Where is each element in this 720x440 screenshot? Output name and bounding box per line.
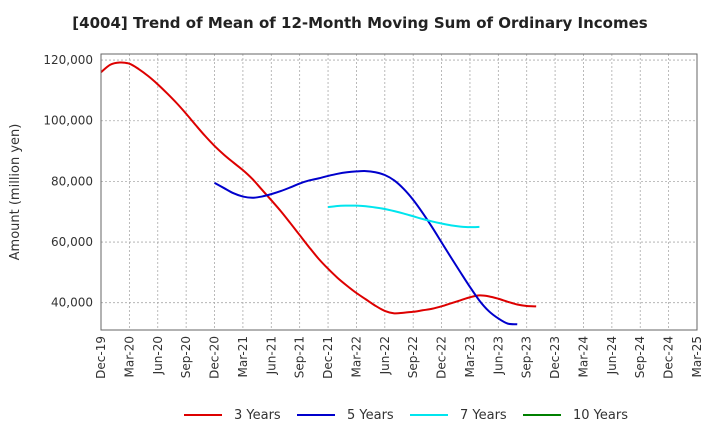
- x-tick-label: Sep-22: [406, 336, 420, 378]
- x-tick-label: Mar-25: [690, 336, 704, 377]
- x-tick-label: Jun-20: [151, 336, 165, 375]
- plot-background: [101, 54, 697, 330]
- series-line-5-years: [214, 170, 518, 326]
- legend-swatch-3-years: [184, 414, 222, 416]
- x-tick-label: Mar-22: [349, 336, 363, 377]
- x-tick-label: Dec-22: [435, 336, 449, 379]
- y-tick-labels: 40,000 60,000 80,000 100,000 120,000: [43, 53, 93, 310]
- y-tick-label: 60,000: [51, 235, 93, 249]
- x-tick-label: Dec-24: [662, 336, 676, 379]
- legend-item-3-years: 3 Years: [184, 404, 281, 426]
- x-tick-label: Dec-19: [94, 336, 108, 379]
- x-tick-label: Dec-21: [321, 336, 335, 379]
- series-line-7-years: [327, 204, 480, 229]
- legend-swatch-7-years: [410, 414, 448, 416]
- x-tick-label: Sep-21: [293, 336, 307, 378]
- legend-item-10-years: 10 Years: [523, 404, 628, 426]
- x-tick-labels: Dec-19 Mar-20 Jun-20 Sep-20 Dec-20 Mar-21 Jun-…: [94, 336, 704, 379]
- legend-label-7-years: 7 Years: [460, 407, 507, 423]
- y-tick-label: 120,000: [43, 53, 93, 67]
- x-tick-label: Sep-24: [633, 336, 647, 378]
- x-tick-label: Mar-20: [122, 336, 136, 377]
- x-tick-label: Sep-23: [520, 336, 534, 378]
- legend-item-5-years: 5 Years: [297, 404, 394, 426]
- legend-item-7-years: 7 Years: [410, 404, 507, 426]
- y-tick-label: 100,000: [43, 114, 93, 128]
- legend-label-5-years: 5 Years: [347, 407, 394, 423]
- x-tick-label: Jun-23: [491, 336, 505, 375]
- series-layer: [100, 61, 537, 326]
- chart-title: [4004] Trend of Mean of 12-Month Moving …: [72, 14, 648, 32]
- y-axis-label: Amount (million yen): [8, 124, 23, 261]
- plot-frame: [100, 53, 698, 331]
- legend: 3 Years 5 Years 7 Years 10 Years: [0, 404, 720, 428]
- x-tick-label: Dec-23: [548, 336, 562, 379]
- legend-label-3-years: 3 Years: [234, 407, 281, 423]
- x-tick-label: Sep-20: [179, 336, 193, 378]
- x-tick-label: Mar-24: [576, 336, 590, 377]
- x-tick-label: Dec-20: [208, 336, 222, 379]
- series-line-3-years: [100, 61, 537, 315]
- x-tick-label: Mar-23: [463, 336, 477, 377]
- x-tick-label: Jun-24: [605, 336, 619, 375]
- y-tick-label: 80,000: [51, 174, 93, 188]
- legend-swatch-10-years: [523, 414, 561, 416]
- legend-swatch-5-years: [297, 414, 335, 416]
- x-tick-label: Jun-21: [264, 336, 278, 375]
- x-tick-label: Mar-21: [236, 336, 250, 377]
- x-tick-label: Jun-22: [378, 336, 392, 375]
- legend-label-10-years: 10 Years: [573, 407, 628, 423]
- y-tick-label: 40,000: [51, 296, 93, 310]
